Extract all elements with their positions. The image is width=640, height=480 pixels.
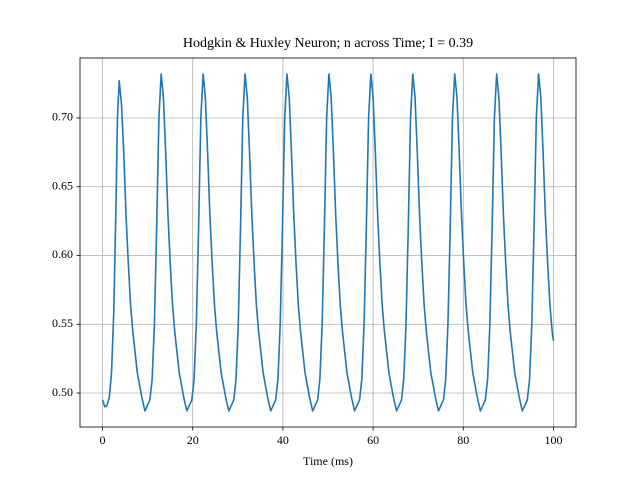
line-series bbox=[101, 73, 555, 412]
x-axis-label: Time (ms) bbox=[303, 454, 353, 468]
y-tick-label: 0.70 bbox=[52, 110, 73, 124]
y-tick-label: 0.65 bbox=[52, 178, 73, 192]
chart-title: Hodgkin & Huxley Neuron; n across Time; … bbox=[183, 36, 473, 51]
x-tick-label: 60 bbox=[367, 433, 379, 447]
y-tick-label: 0.55 bbox=[52, 316, 73, 330]
x-tick-label: 40 bbox=[277, 433, 289, 447]
x-tick-label: 100 bbox=[544, 433, 562, 447]
y-tick-label: 0.50 bbox=[52, 385, 73, 399]
y-tick-label: 0.60 bbox=[52, 247, 73, 261]
x-tick-label: 20 bbox=[187, 433, 199, 447]
x-tick-label: 0 bbox=[100, 433, 106, 447]
plot-frame bbox=[79, 57, 577, 428]
x-tick-label: 80 bbox=[457, 433, 469, 447]
